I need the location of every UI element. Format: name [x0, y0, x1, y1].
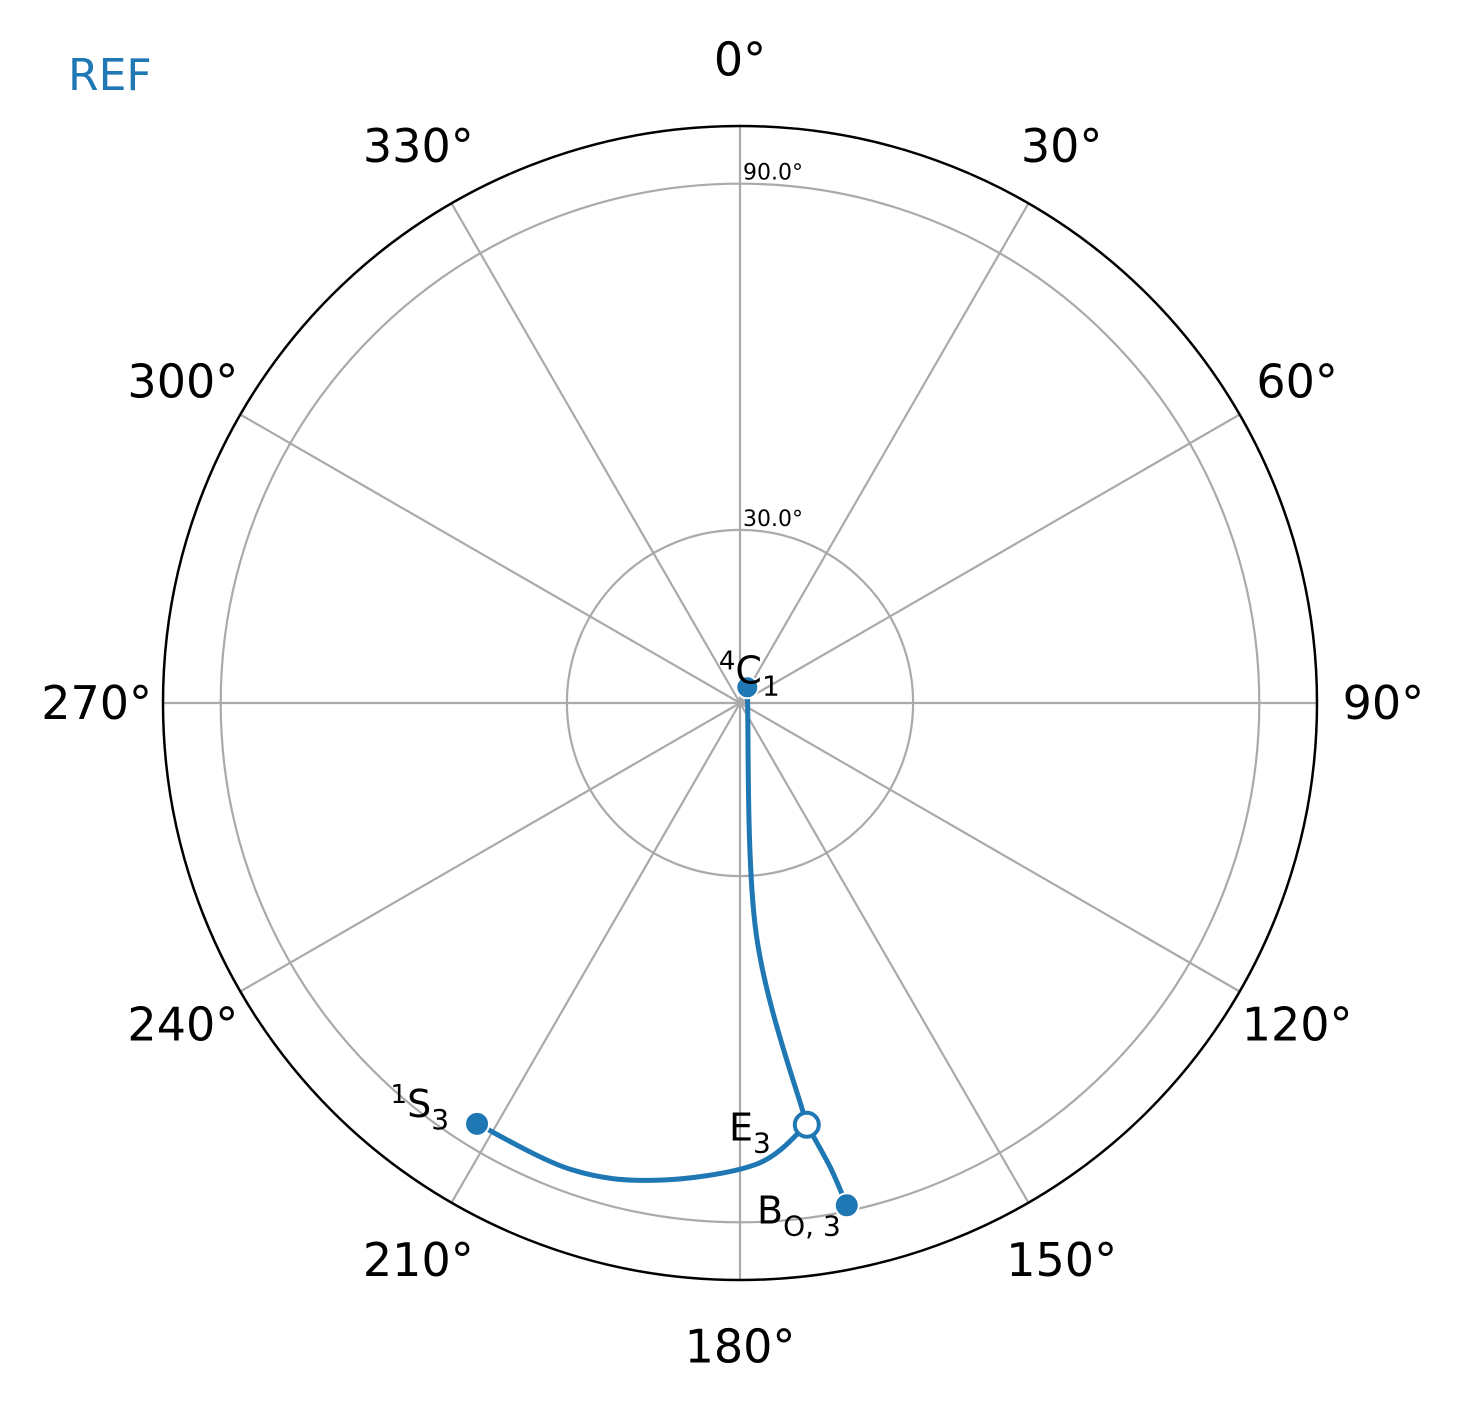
- theta-tick-label: 270°: [41, 676, 152, 730]
- polar-frame: [161, 124, 1319, 1282]
- theta-tick-label: 300°: [127, 354, 238, 408]
- theta-tick-label: 180°: [685, 1319, 796, 1373]
- theta-gridline: [739, 702, 1030, 1204]
- radial-tick-labels: 30.0° 90.0°: [743, 161, 803, 532]
- point-label-e3: E3: [729, 1106, 771, 1160]
- theta-gridline: [739, 202, 1030, 704]
- ref-label: REF: [68, 50, 152, 101]
- label-main: S: [407, 1082, 431, 1126]
- marker-1s3: [464, 1110, 491, 1137]
- theta-gridline: [239, 413, 741, 704]
- marker-e3: [792, 1110, 821, 1139]
- label-subscript: 1: [762, 669, 780, 702]
- grid-layer: [163, 126, 1317, 1280]
- label-main: C: [735, 648, 762, 692]
- point-label-1s3: 1S3: [391, 1080, 450, 1136]
- theta-tick-label: 330°: [363, 119, 474, 173]
- series-line: [474, 1121, 810, 1183]
- theta-tick-label: 60°: [1256, 354, 1338, 408]
- label-subscript: 3: [431, 1103, 449, 1136]
- theta-tick-label: 0°: [714, 33, 766, 87]
- label-subscript: 3: [753, 1127, 771, 1160]
- theta-gridline: [450, 202, 741, 704]
- theta-tick-label: 30°: [1021, 119, 1103, 173]
- label-superscript: 4: [719, 646, 736, 676]
- radial-gridline: [219, 182, 1261, 1224]
- theta-gridline: [739, 702, 1241, 993]
- radial-tick-label: 90.0°: [743, 161, 803, 186]
- theta-gridline: [239, 702, 741, 993]
- series-markers: [464, 675, 860, 1219]
- label-superscript: 1: [391, 1080, 408, 1110]
- label-main: B: [757, 1188, 783, 1232]
- marker-bo3: [833, 1192, 860, 1219]
- theta-tick-label: 90°: [1343, 676, 1425, 730]
- theta-tick-label: 120°: [1242, 998, 1353, 1052]
- point-label-c1: 4C1: [719, 646, 780, 702]
- marker-c1: [735, 675, 760, 700]
- theta-gridline: [450, 702, 741, 1204]
- theta-tick-label: 150°: [1006, 1233, 1117, 1287]
- radial-tick-label: 30.0°: [743, 507, 803, 532]
- theta-tick-label: 240°: [127, 998, 238, 1052]
- theta-gridline: [739, 413, 1241, 704]
- label-main: E: [729, 1106, 753, 1150]
- series-line: [744, 684, 810, 1128]
- theta-tick-labels: 0° 30° 60° 90° 120° 150° 180° 210° 240° 270° 300° 3…: [41, 33, 1424, 1374]
- radial-gridline: [565, 528, 915, 878]
- theta-tick-label: 210°: [363, 1233, 474, 1287]
- series-paths: [474, 684, 850, 1208]
- point-label-bo3: BO, 3: [757, 1188, 841, 1242]
- label-subscript: O, 3: [783, 1209, 841, 1242]
